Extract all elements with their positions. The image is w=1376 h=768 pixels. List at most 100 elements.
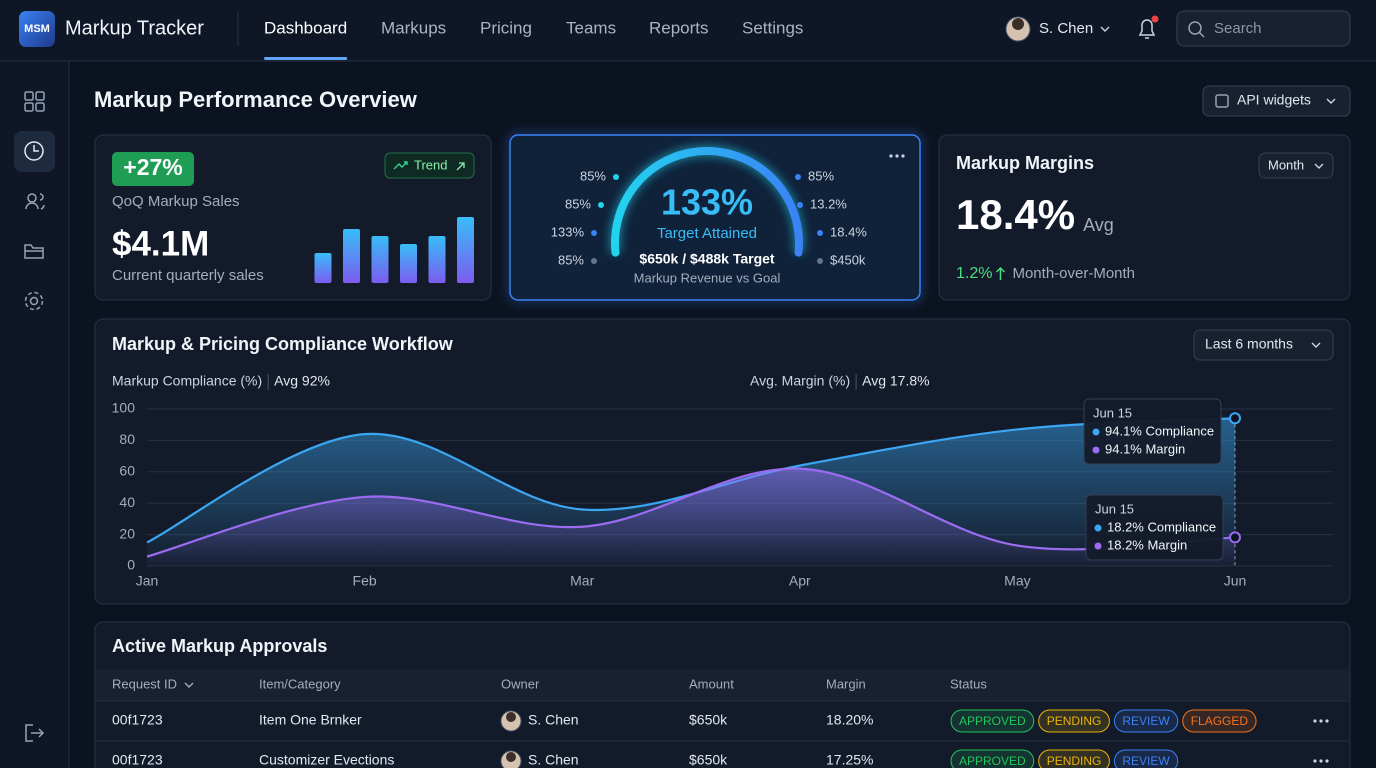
- logout-icon[interactable]: [25, 724, 45, 742]
- y-tick-label: 80: [119, 431, 135, 447]
- sidebar-icon[interactable]: [29, 296, 39, 306]
- sidebar-icon[interactable]: [25, 193, 45, 210]
- x-tick-label: Jun: [1224, 573, 1247, 589]
- gauge-side-label: $450k: [830, 252, 866, 267]
- owner-avatar-hair: [506, 752, 516, 762]
- bar: [428, 236, 446, 283]
- nav-active-underline: [264, 57, 348, 60]
- user-name[interactable]: S. Chen: [1039, 20, 1093, 37]
- legend-entry: Avg. Margin (%): [750, 373, 850, 389]
- period-button[interactable]: [1258, 152, 1334, 179]
- status-label: APPROVED: [959, 754, 1026, 768]
- row-menu-icon[interactable]: [1319, 719, 1323, 723]
- search-box[interactable]: [1176, 10, 1351, 47]
- up-arrow: [995, 266, 1006, 280]
- gauge-dot: [598, 202, 604, 208]
- tooltip-title: Jun 15: [1093, 405, 1132, 420]
- bar: [400, 244, 417, 283]
- hover-point: [1229, 531, 1241, 544]
- nav-item[interactable]: Pricing: [480, 18, 532, 37]
- x-tick-label: Apr: [789, 573, 811, 589]
- row-menu-icon: [1325, 719, 1329, 723]
- sales-caption: Current quarterly sales: [112, 267, 264, 284]
- chevron-icon: [1326, 98, 1336, 104]
- gauge-dot: [797, 202, 803, 208]
- cell: Item One Brnker: [259, 712, 362, 728]
- gauge-dot: [817, 230, 823, 236]
- sidebar-icon: [24, 291, 44, 311]
- sidebar-icon[interactable]: [24, 102, 34, 112]
- row-menu-icon[interactable]: [1319, 759, 1323, 763]
- x-tick-label: Feb: [353, 573, 377, 589]
- cell: 00f1723: [112, 712, 163, 728]
- status-pill: [950, 709, 1035, 733]
- tooltip-line: 94.1% Margin: [1105, 441, 1185, 456]
- x-tick-label: Mar: [570, 573, 594, 589]
- sidebar-icon[interactable]: [24, 244, 44, 259]
- sidebar-icon: [33, 145, 39, 152]
- status-pill: [1182, 709, 1257, 733]
- tooltip: [1083, 398, 1222, 465]
- column-header: Owner: [501, 676, 540, 691]
- nav-item[interactable]: Settings: [742, 18, 803, 37]
- sidebar-icon[interactable]: [24, 91, 34, 101]
- range-button[interactable]: [1193, 329, 1334, 361]
- legend-entry: Markup Compliance (%): [112, 373, 262, 389]
- sidebar-icon[interactable]: [35, 102, 45, 112]
- sidebar-icon[interactable]: [24, 141, 44, 161]
- bell-icon[interactable]: [1138, 19, 1156, 39]
- more-icon: [901, 154, 905, 158]
- cell: 18.20%: [826, 712, 873, 728]
- cell: 00f1723: [112, 752, 163, 768]
- status-label: REVIEW: [1122, 754, 1170, 768]
- column-header: Amount: [689, 676, 734, 691]
- sidebar-icon[interactable]: [35, 91, 45, 101]
- search-icon: [1188, 21, 1202, 35]
- column-header: Status: [950, 676, 987, 691]
- logo-box: [19, 11, 55, 47]
- tooltip: [1085, 494, 1224, 561]
- tooltip-dot: [1094, 524, 1102, 532]
- gauge-dot: [591, 258, 597, 264]
- search-placeholder: Search: [1214, 20, 1262, 37]
- nav-item[interactable]: Dashboard: [264, 18, 347, 37]
- y-tick-label: 0: [127, 557, 135, 573]
- nav-item[interactable]: Markups: [381, 18, 446, 37]
- chevron-icon: [1311, 342, 1321, 348]
- nav-item[interactable]: Teams: [566, 18, 616, 37]
- column-header[interactable]: Request ID: [112, 676, 177, 691]
- bar: [371, 236, 389, 283]
- widgets-button[interactable]: [1202, 85, 1351, 117]
- tooltip-dot: [1092, 446, 1100, 454]
- x-tick-label: Jan: [136, 573, 159, 589]
- status-pill: [950, 749, 1035, 768]
- area-fill: [147, 468, 1235, 566]
- legend-avg: Avg 17.8%: [862, 373, 929, 389]
- gauge-side-label: 18.4%: [830, 224, 867, 239]
- badge: [112, 152, 194, 186]
- trend-button[interactable]: [384, 152, 475, 179]
- widgets-button-label: API widgets: [1237, 92, 1311, 108]
- row-menu-icon: [1325, 759, 1329, 763]
- chevron-icon: [1314, 163, 1324, 169]
- calendar-icon: [1215, 94, 1229, 108]
- margins-value: 18.4%: [956, 191, 1075, 238]
- margins-change-label: Month-over-Month: [1012, 265, 1135, 282]
- user-avatar-hair: [1012, 18, 1024, 30]
- gauge-value: 133%: [661, 182, 753, 223]
- page-title: Markup Performance Overview: [94, 87, 418, 112]
- y-tick-label: 60: [119, 463, 135, 479]
- sales-value: $4.1M: [112, 224, 209, 263]
- gauge-side-label: 85%: [558, 252, 584, 267]
- chart-title: Markup & Pricing Compliance Workflow: [112, 334, 454, 354]
- gauge-side-label: 13.2%: [810, 196, 847, 211]
- cell: S. Chen: [528, 712, 579, 728]
- cell: 17.25%: [826, 752, 873, 768]
- nav-item[interactable]: Reports: [649, 18, 709, 37]
- more-icon: [895, 154, 899, 158]
- gauge-caption: Markup Revenue vs Goal: [634, 270, 781, 285]
- range-button-label: Last 6 months: [1205, 336, 1293, 352]
- margins-suffix: Avg: [1083, 215, 1114, 235]
- margins-change: 1.2%: [956, 265, 992, 282]
